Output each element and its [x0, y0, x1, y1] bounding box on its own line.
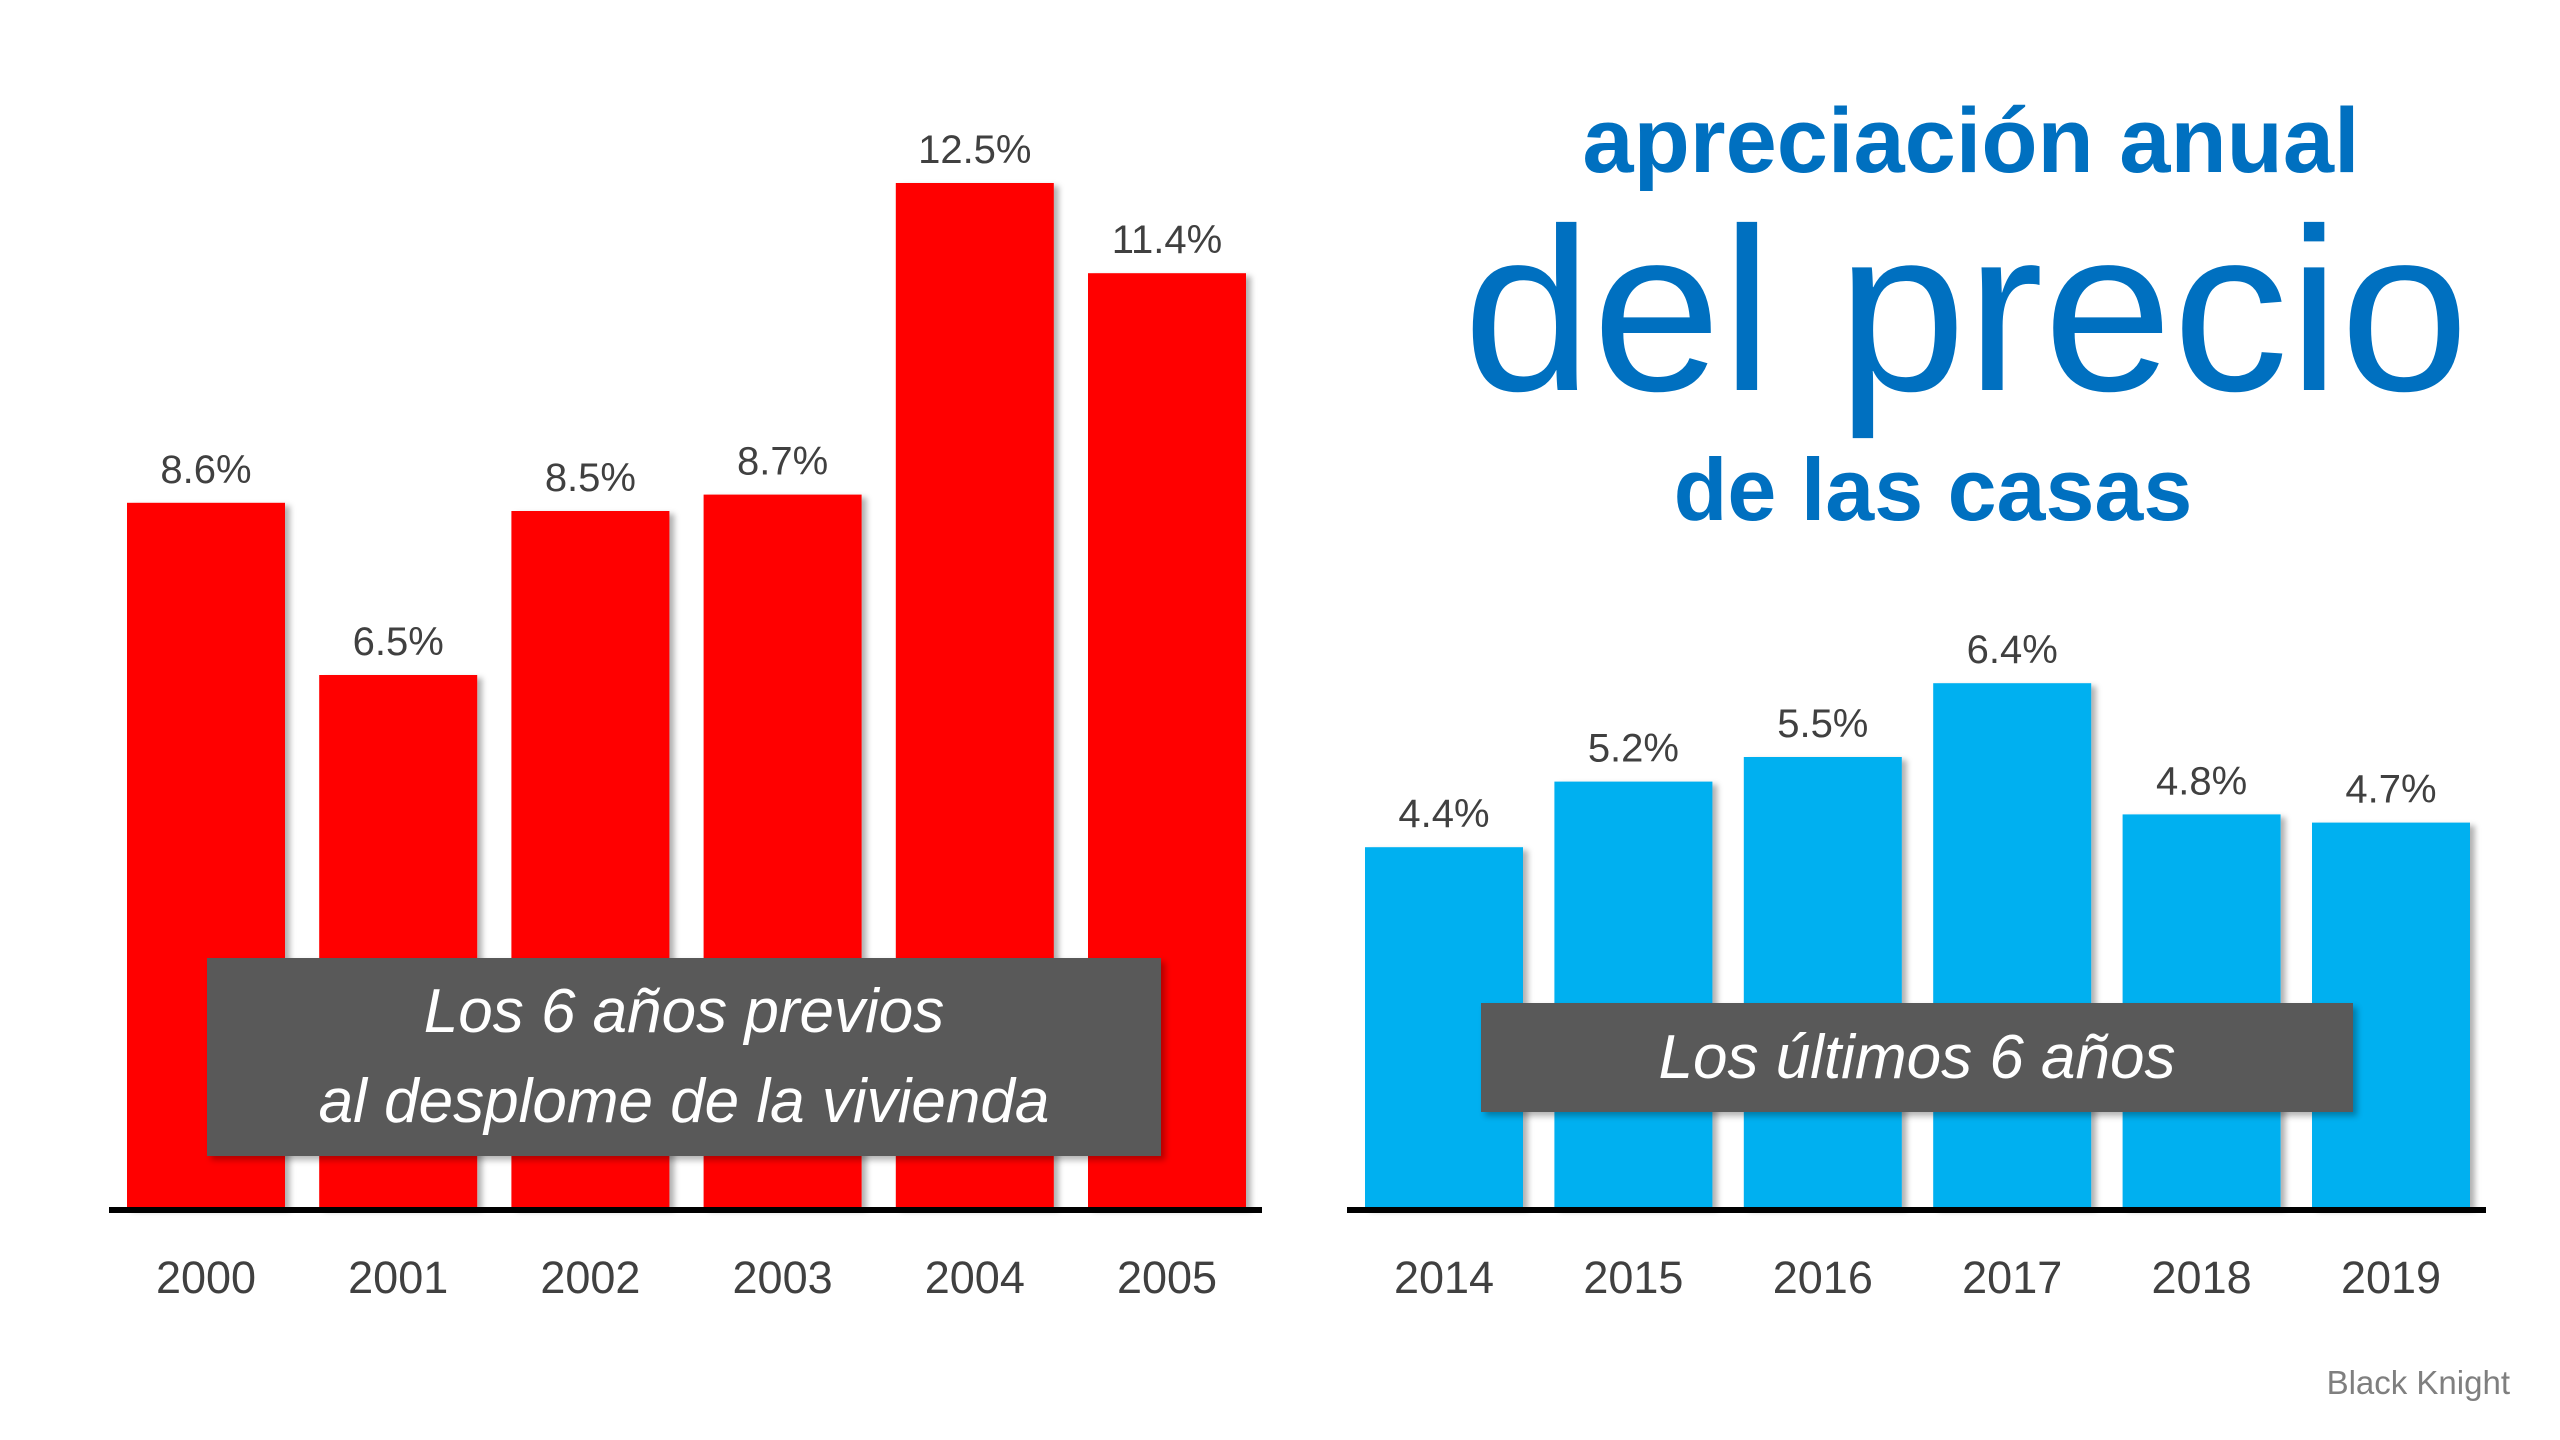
data-label-2018: 4.8% [2156, 759, 2247, 803]
bar-2015 [1554, 781, 1713, 1208]
x-tick-label-2016: 2016 [1773, 1252, 1873, 1303]
data-label-2015: 5.2% [1588, 727, 1679, 771]
annotation-box-recent: Los últimos 6 años [1481, 1003, 2353, 1112]
x-tick-label-2000: 2000 [156, 1252, 256, 1303]
title-line-3: de las casas [1673, 440, 2193, 539]
title-line-1: apreciación anual [1582, 90, 2360, 192]
data-label-2000: 8.6% [160, 448, 251, 492]
x-tick-label-2002: 2002 [540, 1252, 640, 1303]
x-tick-label-2005: 2005 [1117, 1252, 1217, 1303]
data-label-2014: 4.4% [1398, 792, 1489, 836]
annotation-box-pre-crash: Los 6 años previos al desplome de la viv… [207, 958, 1161, 1156]
annotation-line: Los 6 años previos [423, 977, 945, 1046]
bar-2016 [1743, 757, 1902, 1208]
data-label-2004: 12.5% [918, 128, 1031, 172]
x-tick-label-2015: 2015 [1583, 1252, 1683, 1303]
data-label-2002: 8.5% [545, 456, 636, 500]
x-tick-label-2003: 2003 [733, 1252, 833, 1303]
data-label-2017: 6.4% [1967, 628, 2058, 672]
data-label-2019: 4.7% [2345, 768, 2436, 812]
x-tick-label-2019: 2019 [2341, 1252, 2441, 1303]
data-label-2005: 11.4% [1112, 218, 1222, 262]
annotation-line: al desplome de la vivienda [318, 1067, 1050, 1136]
x-tick-label-2014: 2014 [1394, 1252, 1494, 1303]
x-tick-label-2017: 2017 [1962, 1252, 2062, 1303]
x-tick-label-2018: 2018 [2152, 1252, 2252, 1303]
annotation-line: Los últimos 6 años [1658, 1022, 2176, 1092]
source-credit: Black Knight [2326, 1364, 2510, 1401]
x-tick-label-2001: 2001 [348, 1252, 448, 1303]
data-label-2003: 8.7% [737, 440, 828, 484]
x-tick-label-2004: 2004 [925, 1252, 1025, 1303]
data-label-2016: 5.5% [1777, 702, 1868, 746]
bar-2017 [1933, 683, 2092, 1208]
data-label-2001: 6.5% [353, 620, 444, 664]
title-line-2: del precio [1463, 181, 2469, 440]
